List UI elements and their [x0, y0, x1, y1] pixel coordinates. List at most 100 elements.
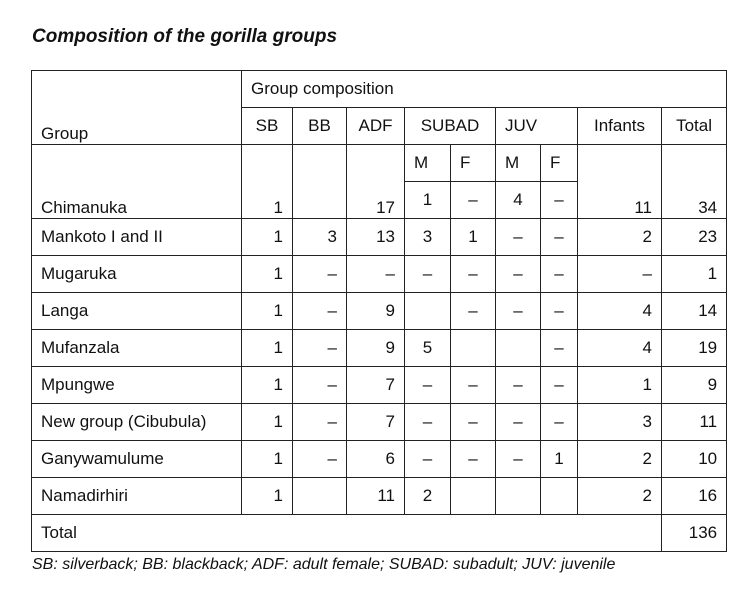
header-total: Total	[660, 107, 728, 145]
cell-subad-m: 1	[404, 181, 451, 219]
cell-subad-m: –	[404, 440, 451, 478]
header-subad-f: F	[450, 144, 496, 182]
cell-juv-m	[495, 477, 541, 515]
cell-bb: –	[292, 440, 347, 478]
cell-subad-f: –	[450, 403, 496, 441]
cell-adf: 9	[346, 329, 405, 367]
cell-juv-f: –	[540, 292, 578, 330]
cell-total: 1	[660, 255, 728, 293]
cell-subad-f: –	[450, 440, 496, 478]
cell-sb: 1	[241, 255, 293, 293]
cell-subad-f	[450, 329, 496, 367]
cell-total: 11	[660, 403, 728, 441]
cell-subad-m: 5	[404, 329, 451, 367]
cell-adf: 13	[346, 218, 405, 256]
cell-juv-f: –	[540, 366, 578, 404]
cell-juv-f: –	[540, 403, 578, 441]
cell-total: 34	[660, 144, 728, 219]
cell-infants: 4	[577, 329, 662, 367]
header-row-columns: SB BB ADF SUBAD JUV Infants Total	[32, 107, 728, 145]
header-sb: SB	[241, 107, 293, 145]
cell-infants: 3	[577, 403, 662, 441]
cell-bb	[292, 477, 347, 515]
cell-juv-m: –	[495, 292, 541, 330]
cell-juv-f: –	[540, 218, 578, 256]
cell-juv-f	[540, 477, 578, 515]
table-row: Mugaruka 1– – – – – – –1	[31, 255, 728, 293]
header-adf: ADF	[346, 107, 405, 145]
cell-subad-m	[404, 292, 451, 330]
cell-juv-m: –	[495, 440, 541, 478]
cell-juv-f: –	[540, 255, 578, 293]
cell-juv-f: –	[540, 329, 578, 367]
cell-total: 10	[660, 440, 728, 478]
cell-adf: 6	[346, 440, 405, 478]
header-subad-m: M	[404, 144, 451, 182]
cell-infants: –	[577, 255, 662, 293]
header-row-sex: Chimanuka 1 17 M F M F 11 34	[31, 144, 728, 219]
cell-total: 14	[660, 292, 728, 330]
header-juv-m: M	[495, 144, 541, 182]
cell-sb: 1	[241, 329, 293, 367]
table-row: Mpungwe 1–7– – – –1 9	[31, 366, 728, 404]
cell-adf: –	[346, 255, 405, 293]
gorilla-groups-table: Group Group composition SB BB ADF SUBAD …	[31, 70, 728, 552]
row-name: Langa	[31, 292, 242, 330]
cell-juv-m	[495, 329, 541, 367]
cell-subad-f: –	[450, 292, 496, 330]
cell-adf: 11	[346, 477, 405, 515]
row-name: Mpungwe	[31, 366, 242, 404]
header-group-composition: Group composition	[240, 70, 728, 108]
header-juv-f: F	[540, 144, 578, 182]
cell-adf: 17	[346, 144, 405, 219]
cell-juv-m: 4	[495, 181, 541, 219]
header-group: Group	[31, 70, 242, 145]
table-row: Namadirhiri 1 11 2 2 16	[31, 477, 728, 515]
total-value: 136	[660, 514, 728, 552]
table-row: Mankoto I and II 1 3 13 3 1– –2 23	[31, 218, 728, 256]
cell-subad-m: –	[404, 366, 451, 404]
cell-bb: –	[292, 366, 347, 404]
cell-total: 19	[660, 329, 728, 367]
cell-sb: 1	[241, 477, 293, 515]
table-row: Ganywamulume 1–6– – –1 2 10	[31, 440, 728, 478]
cell-sb: 1	[241, 144, 293, 219]
cell-subad-f: –	[450, 181, 496, 219]
cell-infants: 2	[577, 477, 662, 515]
cell-bb: –	[292, 292, 347, 330]
cell-infants: 4	[577, 292, 662, 330]
cell-subad-m: –	[404, 255, 451, 293]
cell-subad-f	[450, 477, 496, 515]
table-row: Mufanzala 1–9 5–4 19	[31, 329, 728, 367]
row-name: Namadirhiri	[31, 477, 242, 515]
cell-subad-m: –	[404, 403, 451, 441]
cell-juv-f: 1	[540, 440, 578, 478]
row-name: Chimanuka	[31, 144, 242, 219]
table-row: Langa 1–9– – –4 14	[31, 292, 728, 330]
table-row: New group (Cibubula) 1–7– – – –3 11	[31, 403, 728, 441]
cell-juv-m: –	[495, 366, 541, 404]
cell-bb: –	[292, 255, 347, 293]
cell-juv-f: –	[540, 181, 578, 219]
cell-total: 16	[660, 477, 728, 515]
cell-sb: 1	[241, 440, 293, 478]
table-row-first-values: 1 – 4 –	[32, 181, 727, 219]
cell-adf: 9	[346, 292, 405, 330]
cell-juv-m: –	[495, 255, 541, 293]
total-label: Total	[31, 514, 662, 552]
cell-infants: 2	[577, 440, 662, 478]
cell-subad-f: –	[450, 366, 496, 404]
cell-subad-f: 1	[450, 218, 496, 256]
table-title: Composition of the gorilla groups	[32, 26, 338, 47]
header-bb: BB	[292, 107, 347, 145]
row-name: Mufanzala	[31, 329, 242, 367]
total-row: Total 136	[31, 514, 728, 552]
cell-sb: 1	[241, 292, 293, 330]
cell-subad-m: 2	[404, 477, 451, 515]
footnote: SB: silverback; BB: blackback; ADF: adul…	[32, 556, 616, 573]
header-juv: JUV	[495, 107, 578, 145]
cell-adf: 7	[346, 403, 405, 441]
cell-bb: –	[292, 403, 347, 441]
cell-infants: 1	[577, 366, 662, 404]
cell-sb: 1	[241, 366, 293, 404]
